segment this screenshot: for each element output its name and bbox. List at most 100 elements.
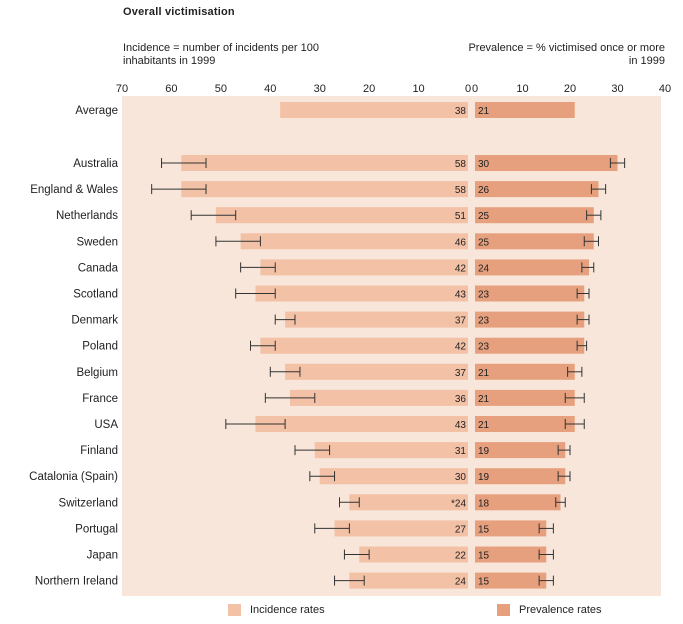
incidence-tick-label: 30 xyxy=(314,83,326,95)
incidence-value-label: *24 xyxy=(451,498,466,509)
chart-row: Denmark 37 23 xyxy=(71,311,590,328)
incidence-bar xyxy=(349,494,468,511)
category-label: Netherlands xyxy=(56,210,118,222)
category-label: Sweden xyxy=(76,236,118,248)
incidence-bar xyxy=(215,207,468,224)
prevalence-bar xyxy=(475,311,585,328)
incidence-bar xyxy=(359,546,468,563)
incidence-bar xyxy=(280,102,468,118)
victimisation-chart: 70 60 50 40 30 20 10 0 0 10 20 30 40 Average 38 21 Aus… xyxy=(29,83,671,596)
incidence-value-label: 58 xyxy=(455,185,467,196)
prevalence-tick-label: 40 xyxy=(659,83,671,95)
prevalence-value-label: 18 xyxy=(478,498,490,509)
incidence-ticks: 70 60 50 40 30 20 10 0 xyxy=(116,83,471,95)
category-label: Belgium xyxy=(76,367,118,379)
category-label: Average xyxy=(75,105,118,117)
category-label: Scotland xyxy=(73,289,118,301)
chart-row: France 36 21 xyxy=(82,389,585,406)
incidence-tick-label: 40 xyxy=(264,83,276,95)
prevalence-bar xyxy=(475,102,575,118)
prevalence-value-label: 21 xyxy=(478,394,490,405)
incidence-bar xyxy=(181,181,469,198)
legend-prevalence: Prevalence rates xyxy=(497,604,602,616)
incidence-bar xyxy=(290,389,468,406)
legend-incidence-swatch xyxy=(228,604,241,616)
chart-row: Scotland 43 23 xyxy=(73,285,590,302)
prevalence-value-label: 23 xyxy=(478,316,490,327)
prevalence-bar xyxy=(475,389,575,406)
incidence-bar xyxy=(240,233,468,250)
prevalence-value-label: 23 xyxy=(478,290,490,301)
incidence-value-label: 36 xyxy=(455,394,467,405)
category-label: Portugal xyxy=(75,523,118,535)
incidence-bar xyxy=(255,285,468,302)
category-label: Poland xyxy=(82,341,118,353)
category-label: Japan xyxy=(87,550,118,562)
prevalence-tick-label: 30 xyxy=(611,83,623,95)
incidence-tick-label: 50 xyxy=(215,83,227,95)
incidence-tick-label: 60 xyxy=(165,83,177,95)
chart-row: Australia 58 30 xyxy=(73,155,626,171)
incidence-value-label: 27 xyxy=(455,524,467,535)
incidence-tick-label: 10 xyxy=(412,83,424,95)
incidence-bar xyxy=(260,259,468,276)
chart-row: Northern Ireland 24 15 xyxy=(35,572,554,589)
chart-row: USA 43 21 xyxy=(94,416,585,432)
chart-row: Catalonia (Spain) 30 19 xyxy=(29,468,571,485)
incidence-value-label: 22 xyxy=(455,551,467,562)
incidence-bar xyxy=(314,442,468,459)
prevalence-value-label: 25 xyxy=(478,237,490,248)
prevalence-value-label: 23 xyxy=(478,342,490,353)
prevalence-tick-label: 20 xyxy=(564,83,576,95)
incidence-tick-label: 70 xyxy=(116,83,128,95)
prevalence-bar xyxy=(475,494,561,511)
incidence-bar xyxy=(319,468,468,485)
chart-row: Average 38 21 xyxy=(75,102,575,118)
prevalence-bar xyxy=(475,546,547,563)
incidence-value-label: 42 xyxy=(455,342,467,353)
category-label: USA xyxy=(94,419,118,431)
category-label: Australia xyxy=(73,158,118,170)
chart-row: Finland 31 19 xyxy=(80,442,571,459)
chart-row: Canada 42 24 xyxy=(78,259,595,276)
incidence-bar xyxy=(285,311,468,328)
incidence-axis-label: Incidence = number of incidents per 100 … xyxy=(123,42,319,67)
prevalence-bar xyxy=(475,337,585,354)
incidence-tick-label: 0 xyxy=(465,83,471,95)
category-label: Finland xyxy=(80,445,118,457)
chart-title: Overall victimisation xyxy=(123,6,235,18)
prevalence-axis-label: Prevalence = % victimised once or more i… xyxy=(468,42,665,67)
category-label: Canada xyxy=(78,262,119,274)
category-label: England & Wales xyxy=(30,184,118,196)
incidence-value-label: 37 xyxy=(455,368,467,379)
legend-prevalence-swatch xyxy=(497,604,510,616)
prevalence-bar xyxy=(475,572,547,589)
incidence-value-label: 24 xyxy=(455,577,467,588)
prevalence-value-label: 19 xyxy=(478,446,490,457)
legend-incidence: Incidence rates xyxy=(228,604,325,616)
prevalence-bar xyxy=(475,416,575,432)
category-label: France xyxy=(82,393,118,405)
incidence-value-label: 42 xyxy=(455,263,467,274)
prevalence-value-label: 25 xyxy=(478,211,490,222)
category-label: Catalonia (Spain) xyxy=(29,471,118,483)
prevalence-bar xyxy=(475,233,594,250)
prevalence-value-label: 19 xyxy=(478,472,490,483)
incidence-bar xyxy=(181,155,469,171)
prevalence-bar xyxy=(475,285,585,302)
incidence-value-label: 58 xyxy=(455,159,467,170)
prevalence-bar xyxy=(475,468,566,485)
prevalence-value-label: 24 xyxy=(478,263,490,274)
incidence-value-label: 31 xyxy=(455,446,467,457)
prevalence-value-label: 21 xyxy=(478,368,490,379)
prevalence-value-label: 21 xyxy=(478,420,490,431)
prevalence-value-label: 30 xyxy=(478,159,490,170)
incidence-value-label: 46 xyxy=(455,237,467,248)
incidence-bar xyxy=(349,572,468,589)
incidence-value-label: 51 xyxy=(455,211,467,222)
prevalence-bar xyxy=(475,181,599,198)
chart-row: Netherlands 51 25 xyxy=(56,207,602,224)
chart-rows: Average 38 21 Australia 58 30 England & Wales 5… xyxy=(29,102,626,589)
prevalence-value-label: 15 xyxy=(478,524,490,535)
prevalence-bar xyxy=(475,155,618,171)
